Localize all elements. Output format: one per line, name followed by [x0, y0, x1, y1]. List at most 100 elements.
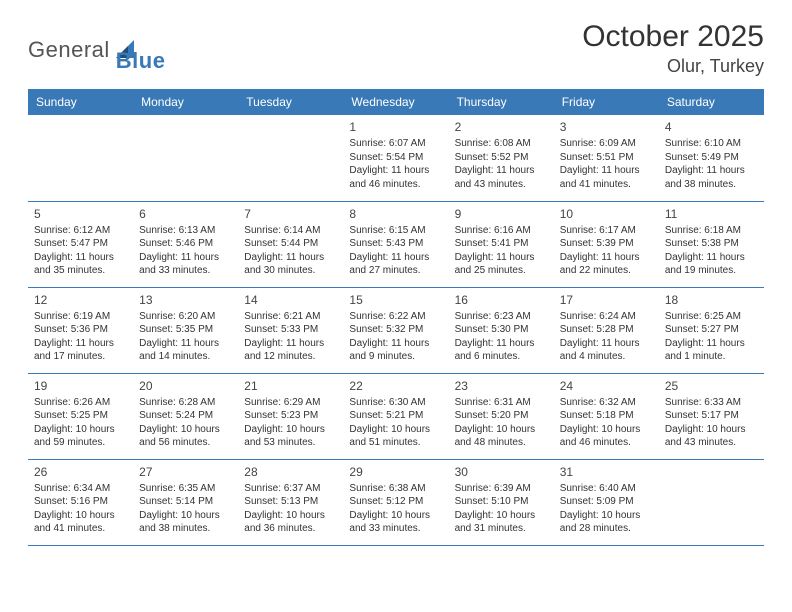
calendar-cell: 20 Sunrise: 6:28 AMSunset: 5:24 PMDayligh… [133, 373, 238, 459]
day-number: 26 [34, 464, 127, 480]
day-info: Sunrise: 6:32 AMSunset: 5:18 PMDaylight:… [560, 396, 653, 450]
calendar-cell: 2 Sunrise: 6:08 AMSunset: 5:52 PMDaylight… [449, 115, 554, 201]
calendar-cell: 22 Sunrise: 6:30 AMSunset: 5:21 PMDayligh… [343, 373, 448, 459]
calendar-week-row: 19 Sunrise: 6:26 AMSunset: 5:25 PMDayligh… [28, 373, 764, 459]
day-number: 27 [139, 464, 232, 480]
day-info: Sunrise: 6:16 AMSunset: 5:41 PMDaylight:… [455, 224, 548, 278]
day-info: Sunrise: 6:18 AMSunset: 5:38 PMDaylight:… [665, 224, 758, 278]
day-info: Sunrise: 6:33 AMSunset: 5:17 PMDaylight:… [665, 396, 758, 450]
calendar-cell: 7 Sunrise: 6:14 AMSunset: 5:44 PMDaylight… [238, 201, 343, 287]
calendar-cell: 14 Sunrise: 6:21 AMSunset: 5:33 PMDayligh… [238, 287, 343, 373]
day-header-tue: Tuesday [238, 89, 343, 115]
day-info: Sunrise: 6:23 AMSunset: 5:30 PMDaylight:… [455, 310, 548, 364]
header: General Blue October 2025 Olur, Turkey [28, 20, 764, 77]
day-info: Sunrise: 6:13 AMSunset: 5:46 PMDaylight:… [139, 224, 232, 278]
day-number: 9 [455, 206, 548, 222]
month-title: October 2025 [582, 20, 764, 54]
day-number: 18 [665, 292, 758, 308]
calendar-cell [133, 115, 238, 201]
day-number: 24 [560, 378, 653, 394]
day-info: Sunrise: 6:31 AMSunset: 5:20 PMDaylight:… [455, 396, 548, 450]
day-info: Sunrise: 6:12 AMSunset: 5:47 PMDaylight:… [34, 224, 127, 278]
calendar-cell [238, 115, 343, 201]
day-info: Sunrise: 6:29 AMSunset: 5:23 PMDaylight:… [244, 396, 337, 450]
day-number: 17 [560, 292, 653, 308]
day-number: 15 [349, 292, 442, 308]
day-info: Sunrise: 6:24 AMSunset: 5:28 PMDaylight:… [560, 310, 653, 364]
day-info: Sunrise: 6:19 AMSunset: 5:36 PMDaylight:… [34, 310, 127, 364]
day-number: 3 [560, 119, 653, 135]
day-info: Sunrise: 6:10 AMSunset: 5:49 PMDaylight:… [665, 137, 758, 191]
calendar-cell: 10Sunrise: 6:17 AMSunset: 5:39 PMDayligh… [554, 201, 659, 287]
day-number: 2 [455, 119, 548, 135]
calendar-cell: 17 Sunrise: 6:24 AMSunset: 5:28 PMDayligh… [554, 287, 659, 373]
day-info: Sunrise: 6:30 AMSunset: 5:21 PMDaylight:… [349, 396, 442, 450]
calendar-cell: 28 Sunrise: 6:37 AMSunset: 5:13 PMDayligh… [238, 459, 343, 545]
day-number: 13 [139, 292, 232, 308]
calendar-cell: 6Sunrise: 6:13 AMSunset: 5:46 PMDaylight… [133, 201, 238, 287]
calendar-cell: 4 Sunrise: 6:10 AMSunset: 5:49 PMDaylight… [659, 115, 764, 201]
calendar-cell: 12Sunrise: 6:19 AMSunset: 5:36 PMDayligh… [28, 287, 133, 373]
day-number: 16 [455, 292, 548, 308]
day-number: 28 [244, 464, 337, 480]
day-header-row: Sunday Monday Tuesday Wednesday Thursday… [28, 89, 764, 115]
day-header-mon: Monday [133, 89, 238, 115]
day-info: Sunrise: 6:35 AMSunset: 5:14 PMDaylight:… [139, 482, 232, 536]
day-info: Sunrise: 6:38 AMSunset: 5:12 PMDaylight:… [349, 482, 442, 536]
day-number: 14 [244, 292, 337, 308]
day-number: 23 [455, 378, 548, 394]
day-info: Sunrise: 6:37 AMSunset: 5:13 PMDaylight:… [244, 482, 337, 536]
calendar-cell [28, 115, 133, 201]
day-number: 7 [244, 206, 337, 222]
day-number: 5 [34, 206, 127, 222]
calendar-cell: 26 Sunrise: 6:34 AMSunset: 5:16 PMDayligh… [28, 459, 133, 545]
calendar-cell: 15 Sunrise: 6:22 AMSunset: 5:32 PMDayligh… [343, 287, 448, 373]
day-header-sat: Saturday [659, 89, 764, 115]
calendar-week-row: 5 Sunrise: 6:12 AMSunset: 5:47 PMDaylight… [28, 201, 764, 287]
day-info: Sunrise: 6:39 AMSunset: 5:10 PMDaylight:… [455, 482, 548, 536]
calendar-cell: 29 Sunrise: 6:38 AMSunset: 5:12 PMDayligh… [343, 459, 448, 545]
location: Olur, Turkey [582, 56, 764, 77]
day-info: Sunrise: 6:34 AMSunset: 5:16 PMDaylight:… [34, 482, 127, 536]
day-number: 10 [560, 206, 653, 222]
day-info: Sunrise: 6:26 AMSunset: 5:25 PMDaylight:… [34, 396, 127, 450]
day-number: 30 [455, 464, 548, 480]
day-number: 4 [665, 119, 758, 135]
calendar-cell [659, 459, 764, 545]
title-block: October 2025 Olur, Turkey [582, 20, 764, 77]
day-number: 29 [349, 464, 442, 480]
day-info: Sunrise: 6:21 AMSunset: 5:33 PMDaylight:… [244, 310, 337, 364]
calendar-week-row: 12Sunrise: 6:19 AMSunset: 5:36 PMDayligh… [28, 287, 764, 373]
calendar-cell: 30 Sunrise: 6:39 AMSunset: 5:10 PMDayligh… [449, 459, 554, 545]
day-header-fri: Friday [554, 89, 659, 115]
day-number: 20 [139, 378, 232, 394]
logo: General Blue [28, 26, 165, 74]
calendar-cell: 16 Sunrise: 6:23 AMSunset: 5:30 PMDayligh… [449, 287, 554, 373]
day-number: 25 [665, 378, 758, 394]
calendar-cell: 21 Sunrise: 6:29 AMSunset: 5:23 PMDayligh… [238, 373, 343, 459]
day-number: 11 [665, 206, 758, 222]
calendar-cell: 9 Sunrise: 6:16 AMSunset: 5:41 PMDaylight… [449, 201, 554, 287]
calendar-cell: 25 Sunrise: 6:33 AMSunset: 5:17 PMDayligh… [659, 373, 764, 459]
day-info: Sunrise: 6:14 AMSunset: 5:44 PMDaylight:… [244, 224, 337, 278]
day-info: Sunrise: 6:08 AMSunset: 5:52 PMDaylight:… [455, 137, 548, 191]
day-info: Sunrise: 6:40 AMSunset: 5:09 PMDaylight:… [560, 482, 653, 536]
day-info: Sunrise: 6:28 AMSunset: 5:24 PMDaylight:… [139, 396, 232, 450]
calendar-week-row: 1Sunrise: 6:07 AMSunset: 5:54 PMDaylight… [28, 115, 764, 201]
calendar-cell: 27 Sunrise: 6:35 AMSunset: 5:14 PMDayligh… [133, 459, 238, 545]
day-header-sun: Sunday [28, 89, 133, 115]
calendar-cell: 1Sunrise: 6:07 AMSunset: 5:54 PMDaylight… [343, 115, 448, 201]
calendar-week-row: 26 Sunrise: 6:34 AMSunset: 5:16 PMDayligh… [28, 459, 764, 545]
calendar-cell: 3Sunrise: 6:09 AMSunset: 5:51 PMDaylight… [554, 115, 659, 201]
day-info: Sunrise: 6:25 AMSunset: 5:27 PMDaylight:… [665, 310, 758, 364]
calendar-cell: 13Sunrise: 6:20 AMSunset: 5:35 PMDayligh… [133, 287, 238, 373]
day-number: 31 [560, 464, 653, 480]
day-number: 21 [244, 378, 337, 394]
logo-text-general: General [28, 37, 110, 63]
day-number: 19 [34, 378, 127, 394]
calendar-cell: 31 Sunrise: 6:40 AMSunset: 5:09 PMDayligh… [554, 459, 659, 545]
day-info: Sunrise: 6:22 AMSunset: 5:32 PMDaylight:… [349, 310, 442, 364]
calendar-cell: 11 Sunrise: 6:18 AMSunset: 5:38 PMDayligh… [659, 201, 764, 287]
day-number: 22 [349, 378, 442, 394]
calendar-cell: 18 Sunrise: 6:25 AMSunset: 5:27 PMDayligh… [659, 287, 764, 373]
